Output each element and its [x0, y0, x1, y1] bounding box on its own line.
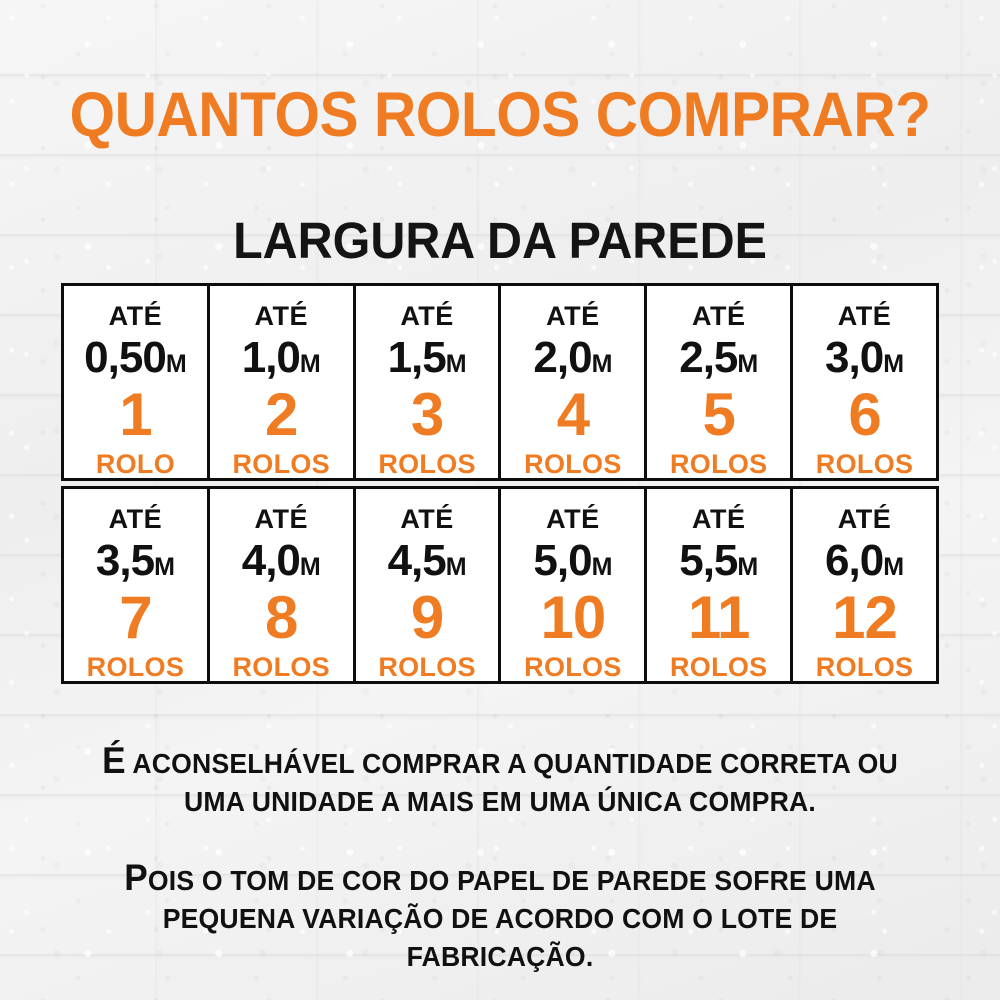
table-cell: ATÉ 2,5M 5 ROLOS [647, 286, 794, 480]
cell-roll-count: 1 [119, 381, 152, 448]
cell-prefix-label: ATÉ [837, 301, 892, 331]
footnote-quantity-advice: É ACONSELHÁVEL COMPRAR A QUANTIDADE CORR… [73, 742, 928, 821]
section-heading-wall-width: LARGURA DA PAREDE [233, 212, 767, 269]
cell-roll-label: ROLOS [524, 449, 622, 480]
cell-width-number: 2,5 [679, 333, 738, 382]
cell-width-unit: M [299, 350, 321, 378]
cell-width-value: 5,5M [679, 539, 758, 583]
table-row: ATÉ 0,50M 1 ROLO ATÉ 1,0M 2 ROLOS ATÉ 1,… [61, 283, 939, 481]
cell-roll-count: 8 [265, 584, 298, 651]
footnote-text: ACONSELHÁVEL COMPRAR A QUANTIDADE CORRET… [125, 748, 898, 818]
cell-width-unit: M [445, 350, 467, 378]
cell-roll-label: ROLOS [378, 449, 476, 480]
table-cell: ATÉ 3,5M 7 ROLOS [64, 489, 210, 681]
cell-width-value: 4,0M [242, 539, 321, 583]
cell-width-value: 2,5M [679, 336, 758, 380]
table-cell: ATÉ 5,5M 11 ROLOS [647, 489, 794, 683]
cell-prefix-label: ATÉ [108, 301, 163, 331]
cell-roll-label: ROLOS [232, 449, 330, 480]
cell-width-unit: M [154, 553, 175, 581]
cell-width-number: 5,5 [679, 536, 738, 585]
cell-prefix-label: ATÉ [400, 301, 454, 331]
cell-width-value: 1,0M [242, 336, 321, 380]
table-cell: ATÉ 1,5M 3 ROLOS [355, 286, 502, 480]
cell-width-number: 4,5 [387, 536, 447, 585]
cell-width-value: 0,50M [84, 336, 186, 380]
cell-width-number: 3,5 [95, 536, 155, 585]
cell-roll-label: ROLOS [815, 652, 914, 683]
cell-roll-label: ROLOS [669, 652, 768, 683]
cell-width-value: 6,0M [825, 539, 904, 583]
table-cell: ATÉ 0,50M 1 ROLO [64, 286, 210, 478]
cell-roll-label: ROLOS [378, 652, 476, 683]
cell-width-unit: M [883, 553, 905, 581]
cell-roll-label: ROLO [95, 449, 176, 480]
cell-width-number: 3,0 [825, 333, 884, 382]
cell-prefix-label: ATÉ [546, 301, 600, 331]
cell-prefix-label: ATÉ [254, 301, 308, 331]
table-cell: ATÉ 3,0M 6 ROLOS [793, 286, 936, 478]
cell-width-unit: M [165, 350, 187, 378]
cell-width-unit: M [883, 350, 905, 378]
table-cell: ATÉ 6,0M 12 ROLOS [793, 489, 936, 681]
footnote-drop-cap: P [124, 857, 148, 899]
cell-width-number: 0,50 [84, 333, 167, 382]
cell-roll-label: ROLOS [86, 652, 185, 683]
cell-prefix-label: ATÉ [546, 504, 600, 534]
cell-width-unit: M [591, 350, 613, 378]
rolls-lookup-table: ATÉ 0,50M 1 ROLO ATÉ 1,0M 2 ROLOS ATÉ 1,… [61, 283, 939, 684]
cell-width-value: 4,5M [388, 539, 467, 583]
cell-width-unit: M [737, 350, 759, 378]
table-row: ATÉ 3,5M 7 ROLOS ATÉ 4,0M 8 ROLOS ATÉ 4,… [61, 486, 939, 684]
cell-width-number: 1,5 [387, 333, 447, 382]
cell-width-unit: M [445, 553, 467, 581]
footnote-drop-cap: É [102, 740, 126, 781]
table-cell: ATÉ 2,0M 4 ROLOS [501, 286, 648, 480]
cell-roll-count: 6 [848, 381, 881, 448]
cell-width-number: 6,0 [825, 536, 884, 585]
cell-width-number: 5,0 [533, 536, 592, 585]
cell-prefix-label: ATÉ [691, 504, 746, 534]
footnotes: É ACONSELHÁVEL COMPRAR A QUANTIDADE CORR… [50, 742, 950, 976]
cell-roll-count: 2 [265, 381, 298, 448]
cell-width-unit: M [737, 553, 759, 581]
cell-roll-count: 5 [702, 381, 736, 448]
cell-width-value: 3,5M [96, 539, 175, 583]
cell-width-number: 1,0 [241, 333, 301, 382]
cell-width-value: 5,0M [533, 539, 612, 583]
table-cell: ATÉ 1,0M 2 ROLOS [209, 286, 356, 480]
cell-roll-label: ROLOS [815, 449, 914, 480]
cell-width-unit: M [299, 553, 321, 581]
cell-roll-label: ROLOS [669, 449, 768, 480]
cell-roll-count: 4 [556, 381, 590, 448]
cell-roll-count: 10 [540, 584, 607, 651]
table-cell: ATÉ 4,0M 8 ROLOS [209, 489, 356, 683]
cell-roll-label: ROLOS [524, 652, 622, 683]
cell-roll-count: 9 [410, 584, 444, 651]
cell-prefix-label: ATÉ [837, 504, 892, 534]
cell-roll-count: 12 [832, 584, 898, 651]
cell-prefix-label: ATÉ [108, 504, 163, 534]
cell-roll-label: ROLOS [232, 652, 330, 683]
cell-prefix-label: ATÉ [400, 504, 454, 534]
table-cell: ATÉ 4,5M 9 ROLOS [355, 489, 502, 683]
cell-roll-count: 7 [119, 584, 152, 651]
cell-width-unit: M [591, 553, 613, 581]
footnote-text: OIS O TOM DE COR DO PAPEL DE PAREDE SOFR… [147, 865, 876, 973]
cell-roll-count: 11 [688, 584, 750, 651]
cell-roll-count: 3 [410, 381, 444, 448]
cell-width-value: 3,0M [825, 336, 904, 380]
cell-width-value: 2,0M [533, 336, 612, 380]
cell-width-number: 2,0 [533, 333, 592, 382]
table-cell: ATÉ 5,0M 10 ROLOS [501, 489, 648, 683]
cell-width-value: 1,5M [388, 336, 467, 380]
footnote-batch-variation: POIS O TOM DE COR DO PAPEL DE PAREDE SOF… [73, 859, 928, 976]
cell-prefix-label: ATÉ [254, 504, 308, 534]
cell-prefix-label: ATÉ [691, 301, 746, 331]
page-title: QUANTOS ROLOS COMPRAR? [69, 80, 931, 150]
cell-width-number: 4,0 [241, 536, 301, 585]
